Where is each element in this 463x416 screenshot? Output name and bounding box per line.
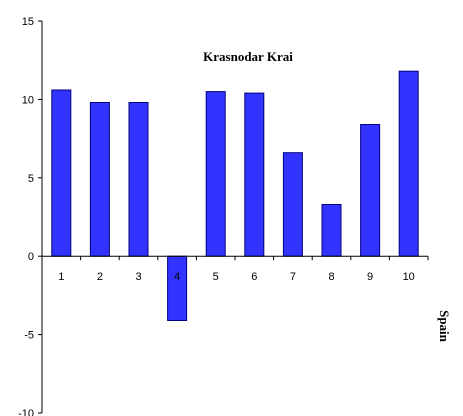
x-tick-label-4: 4 — [174, 271, 180, 283]
y-tick-label-15: 15 — [22, 16, 34, 28]
x-tick-label-10: 10 — [403, 271, 415, 283]
bar-1 — [51, 89, 72, 257]
labels-layer: -10 -5 0 5 10 15 1 2 3 4 5 6 7 8 9 10 — [18, 16, 415, 416]
y-tick-label--10: -10 — [18, 408, 34, 416]
x-tick-label-6: 6 — [251, 271, 257, 283]
bar-2 — [89, 102, 110, 257]
x-tick-label-1: 1 — [58, 271, 64, 283]
bar-7 — [282, 152, 303, 257]
x-tick-label-3: 3 — [135, 271, 141, 283]
x-tick-label-9: 9 — [367, 271, 373, 283]
chart-title: Krasnodar Krai — [203, 49, 293, 64]
bar-6 — [244, 92, 265, 257]
y-tick-label--5: -5 — [24, 330, 34, 342]
y-tick-label-0: 0 — [28, 251, 34, 263]
x-tick-label-2: 2 — [97, 271, 103, 283]
bar-8 — [321, 204, 342, 257]
bar-4 — [167, 255, 188, 322]
x-tick-label-7: 7 — [290, 271, 296, 283]
x-tick-label-8: 8 — [328, 271, 334, 283]
x-tick-label-5: 5 — [213, 271, 219, 283]
y-tick-label-5: 5 — [28, 173, 34, 185]
x-axis-label: Spain — [437, 310, 452, 343]
bar-5 — [205, 91, 226, 257]
y-tick-label-10: 10 — [22, 94, 34, 106]
bar-9 — [360, 124, 381, 257]
bars-layer — [51, 70, 419, 322]
bar-10 — [398, 70, 419, 257]
axes-layer — [38, 20, 429, 414]
bar-3 — [128, 102, 149, 257]
